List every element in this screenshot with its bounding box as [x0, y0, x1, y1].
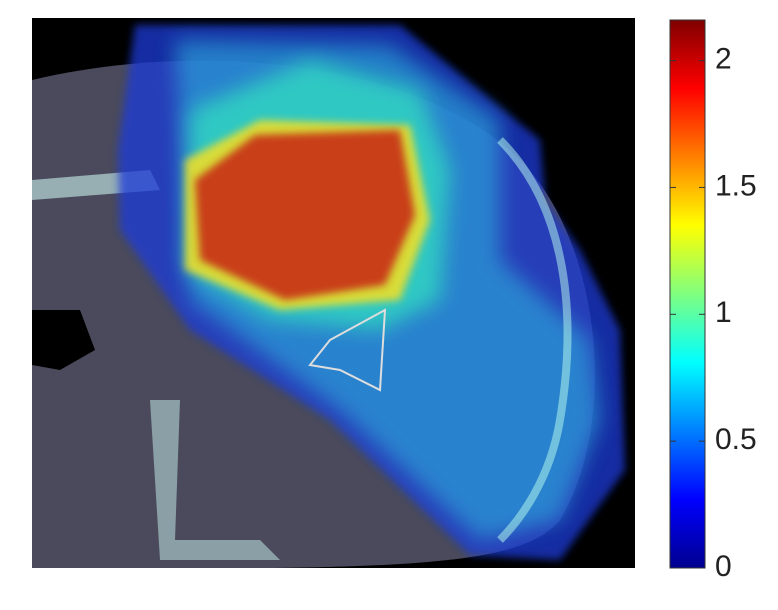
- colorbar-tick-label: 0: [715, 550, 732, 583]
- colorbar-tick-label: 1.5: [715, 169, 757, 202]
- colorbar: [669, 19, 706, 569]
- colorbar-tick-label: 0.5: [715, 423, 757, 456]
- colorbar-tick-label: 1: [715, 296, 732, 329]
- colorbar-tick-label: 2: [715, 43, 732, 76]
- dose-image: [32, 18, 635, 568]
